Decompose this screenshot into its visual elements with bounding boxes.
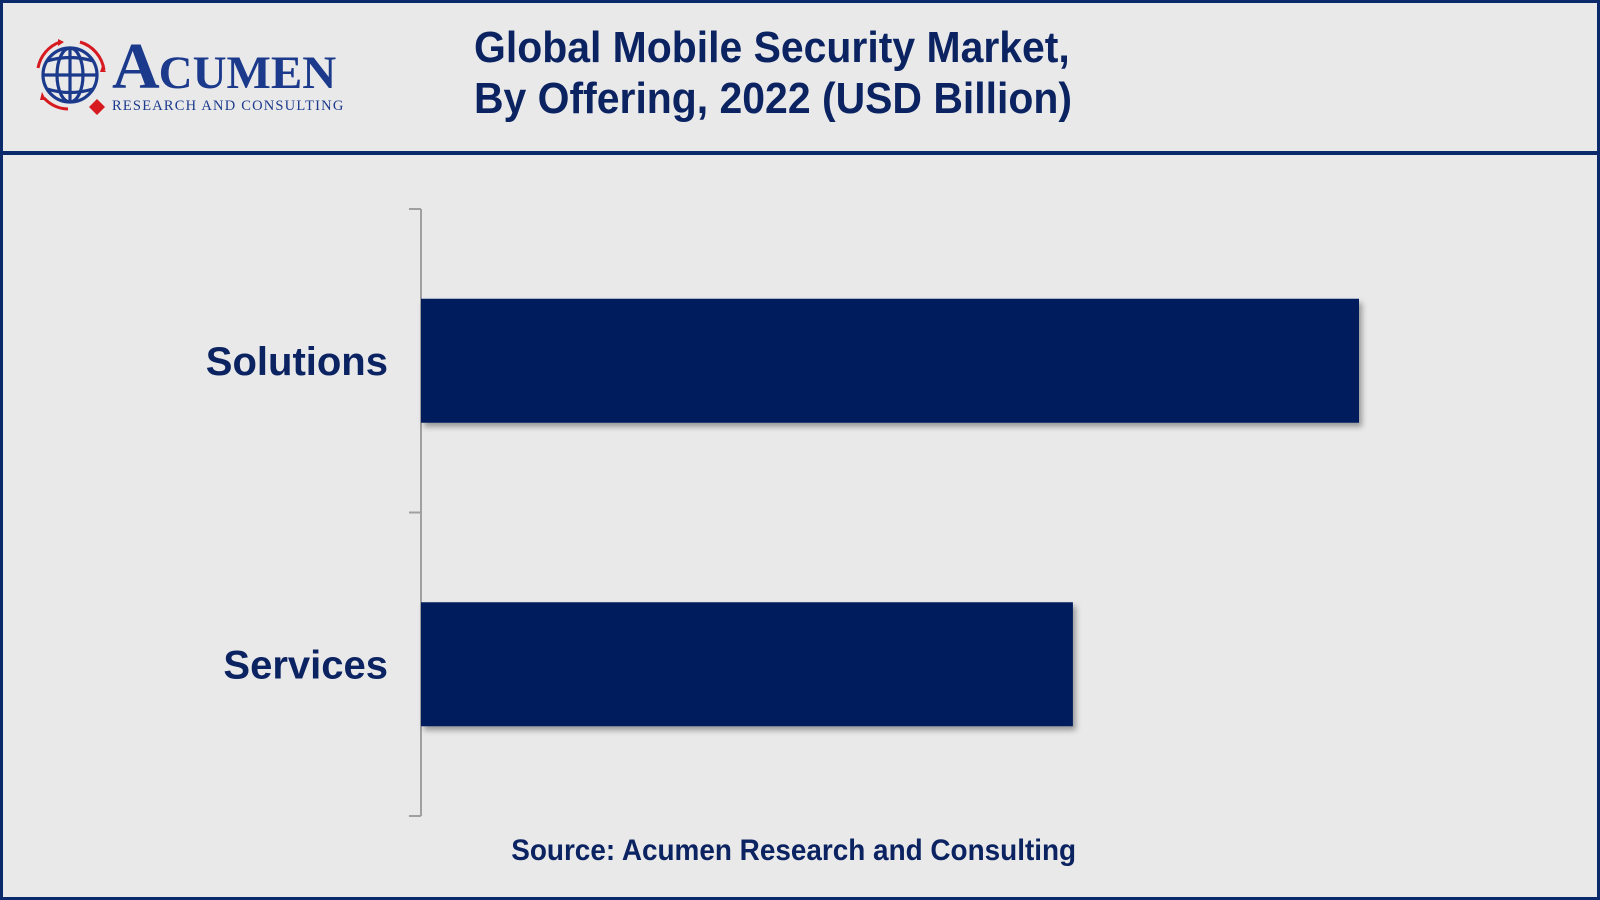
globe-logo-icon <box>36 39 106 115</box>
bar-solutions <box>421 298 1359 423</box>
bars <box>421 298 1359 727</box>
chart-title-line-1: Global Mobile Security Market, <box>474 23 1070 72</box>
category-labels: Solutions Services <box>206 340 388 688</box>
chart-title-line-2: By Offering, 2022 (USD Billion) <box>474 74 1072 123</box>
source-note: Source: Acumen Research and Consulting <box>0 834 1600 868</box>
bar-services <box>421 602 1073 727</box>
category-label-services: Services <box>223 643 388 687</box>
category-label-solutions: Solutions <box>206 340 388 384</box>
category-axis <box>409 208 422 817</box>
logo-name-rest: CUMEN <box>158 47 337 99</box>
logo-wordmark: ACUMEN <box>112 34 336 100</box>
acumen-logo: ACUMEN RESEARCH AND CONSULTING <box>30 30 360 120</box>
logo-tagline: RESEARCH AND CONSULTING <box>112 98 345 114</box>
chart-title: Global Mobile Security Market, By Offeri… <box>474 22 1072 124</box>
header-divider <box>0 151 1600 155</box>
logo-initial: A <box>112 30 160 103</box>
source-text: Source: Acumen Research and Consulting <box>511 834 1077 867</box>
